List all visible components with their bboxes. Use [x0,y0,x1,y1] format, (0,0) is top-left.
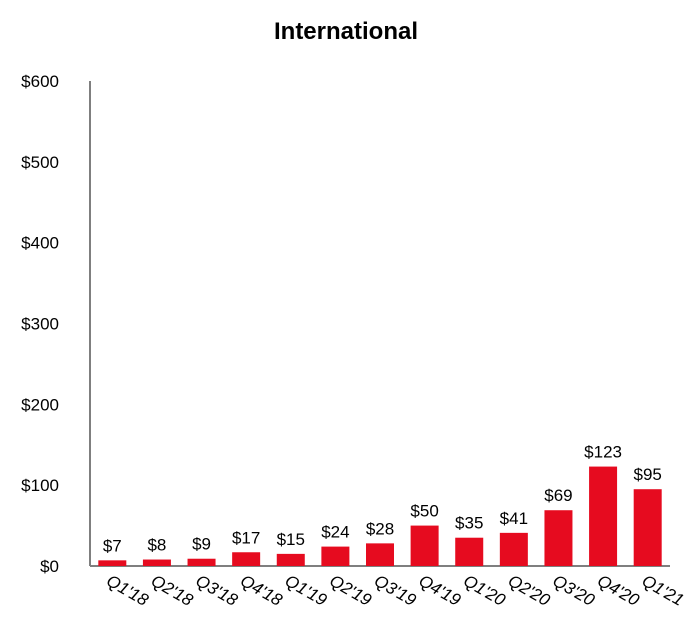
data-label: $8 [147,536,166,555]
x-tick-label: Q3'19 [371,571,420,610]
data-label: $15 [277,530,305,549]
x-axis-ticks: Q1'18Q2'18Q3'18Q4'18Q1'19Q2'19Q3'19Q4'19… [103,571,687,610]
chart-title: International [274,18,418,45]
data-labels: $7 $8 $9 $17 $15 $24 $28 $50 $35 $41 $69 $123 $95 [103,443,662,556]
data-label: $69 [544,486,572,505]
y-tick-label: $0 [40,557,59,576]
y-tick-label: $100 [21,476,59,495]
bar [98,560,127,566]
data-label: $123 [584,443,622,462]
y-tick-label: $500 [21,153,59,172]
x-tick-label: Q2'18 [148,571,197,610]
data-label: $17 [232,528,260,547]
data-label: $41 [500,509,528,528]
data-label: $95 [634,465,662,484]
x-tick-label: Q4'20 [594,571,643,610]
y-tick-label: $200 [21,395,59,414]
x-tick-label: Q1'18 [103,571,152,610]
bar-series [98,466,662,566]
data-label: $7 [103,536,122,555]
x-tick-label: Q2'20 [505,571,554,610]
bar [142,559,171,566]
data-label: $24 [321,523,349,542]
bar [366,543,394,566]
bar [276,553,305,566]
x-tick-label: Q1'19 [282,571,331,610]
data-label: $28 [366,519,394,538]
bar [499,532,528,566]
x-tick-label: Q3'18 [193,571,242,610]
data-label: $35 [455,514,483,533]
data-label: $50 [410,502,438,521]
bar [455,537,484,566]
x-tick-label: Q3'20 [549,571,598,610]
bar [321,546,350,566]
x-tick-label: Q1'21 [639,571,687,610]
x-tick-label: Q4'18 [237,571,286,610]
x-tick-label: Q4'19 [416,571,465,610]
bar [544,510,573,566]
bar [589,466,618,566]
data-label: $9 [192,535,211,554]
x-tick-label: Q1'20 [460,571,509,610]
y-tick-label: $400 [21,234,59,253]
y-tick-label: $600 [21,72,59,91]
bar [410,525,439,566]
bar [232,552,261,566]
y-tick-label: $300 [21,315,59,334]
bar [187,558,216,566]
x-tick-label: Q2'19 [326,571,375,610]
y-axis-ticks: $0 $100 $200 $300 $400 $500 $600 [21,72,59,576]
bar [633,489,662,566]
